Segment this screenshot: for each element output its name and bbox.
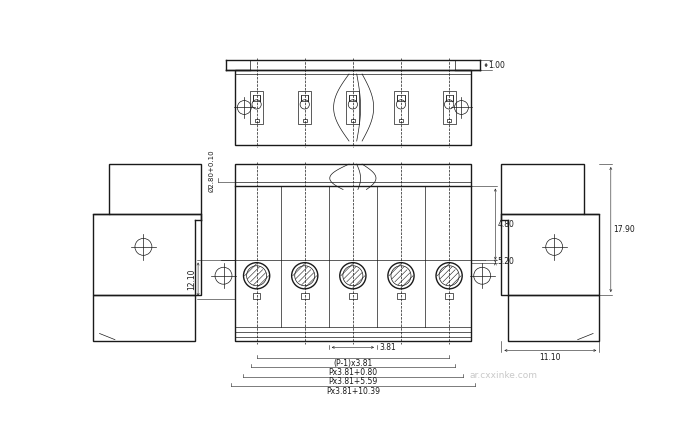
Text: Px3.81+5.59: Px3.81+5.59 (328, 378, 378, 386)
Bar (253, 294, 261, 299)
Bar (443, 91, 456, 124)
Bar (301, 95, 308, 101)
Bar (350, 95, 356, 101)
Bar (397, 294, 405, 299)
Text: 5.20: 5.20 (498, 257, 514, 266)
Bar (349, 294, 357, 299)
Bar (397, 95, 404, 101)
Bar (301, 294, 308, 299)
Bar (399, 119, 403, 122)
Text: Px3.81+0.80: Px3.81+0.80 (328, 368, 378, 377)
Text: 3.81: 3.81 (379, 343, 396, 352)
Bar (447, 119, 451, 122)
Bar (501, 214, 599, 295)
Bar (254, 119, 259, 122)
Bar (445, 95, 453, 101)
Bar (250, 91, 263, 124)
Bar (235, 164, 471, 341)
Text: Ø2.80+0.10: Ø2.80+0.10 (209, 149, 215, 191)
Bar (298, 91, 311, 124)
Bar (253, 95, 260, 101)
Bar (346, 91, 359, 124)
Bar (94, 295, 195, 341)
Bar (395, 91, 408, 124)
Text: 11.10: 11.10 (540, 353, 561, 362)
Bar (508, 295, 599, 341)
Bar (501, 164, 584, 214)
Bar (235, 70, 471, 145)
Text: 12.10: 12.10 (187, 268, 196, 290)
Text: 1.00: 1.00 (488, 61, 505, 69)
Text: (P-1)x3.81: (P-1)x3.81 (333, 359, 373, 368)
Text: 4.80: 4.80 (498, 220, 514, 229)
Bar (94, 214, 201, 295)
Bar (303, 119, 306, 122)
Text: Px3.81+10.39: Px3.81+10.39 (326, 387, 380, 395)
Bar (351, 119, 355, 122)
Bar (109, 164, 201, 214)
Text: ar.cxxinke.com: ar.cxxinke.com (469, 371, 537, 380)
Text: 17.90: 17.90 (613, 225, 635, 234)
Bar (445, 294, 453, 299)
